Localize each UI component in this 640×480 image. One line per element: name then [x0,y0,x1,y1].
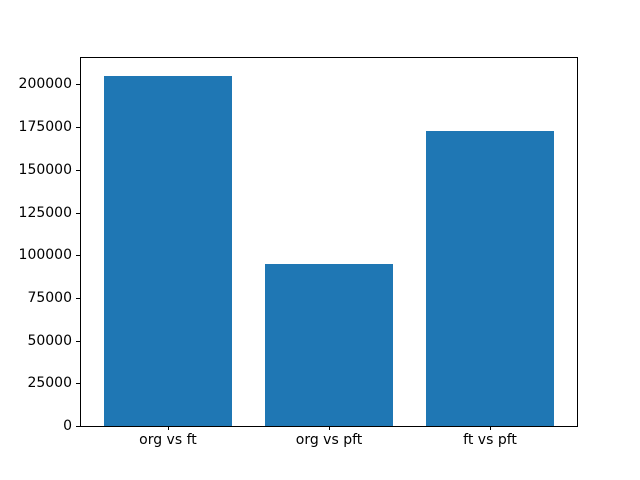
y-tick-mark [76,212,80,214]
y-tick-label: 0 [63,418,72,434]
x-tick-label: org vs ft [139,432,197,448]
y-tick-label: 175000 [18,119,72,136]
bar-ft-vs-pft [425,130,555,426]
y-tick-label: 200000 [18,76,72,93]
y-tick-label: 75000 [27,289,72,306]
y-tick-label: 150000 [18,161,72,178]
y-tick-label: 50000 [27,332,72,349]
y-tick-mark [76,255,80,257]
bar-org-vs-pft [264,263,394,426]
y-tick-mark [76,383,80,385]
x-tick-mark [167,426,169,430]
x-tick-label: ft vs pft [463,432,517,448]
bar-org-vs-ft [103,75,233,426]
y-tick-mark [76,127,80,129]
y-tick-label: 25000 [27,375,72,392]
y-tick-mark [76,426,80,427]
x-tick-mark [329,426,330,430]
y-tick-mark [76,297,80,299]
y-tick-mark [76,340,80,342]
x-tick-label: org vs pft [295,432,363,448]
y-tick-mark [76,84,80,86]
y-tick-mark [76,169,80,171]
y-tick-label: 125000 [18,204,72,221]
y-tick-label: 100000 [18,247,72,264]
plot-area [80,57,578,427]
x-tick-mark [490,426,492,430]
